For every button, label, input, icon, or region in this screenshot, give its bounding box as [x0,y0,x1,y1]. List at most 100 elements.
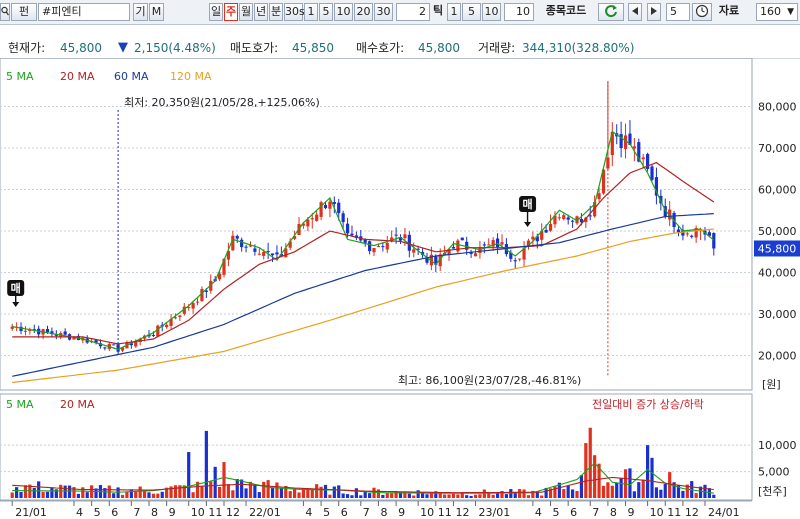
signal-marker-arrowhead [12,302,20,307]
minute-30-button[interactable]: 30 [374,3,393,21]
candle-body [240,239,244,248]
candle-body [646,153,650,169]
candle-body [301,223,306,226]
candle-body [385,242,389,250]
clock-icon[interactable] [692,3,712,21]
candle-body [173,317,178,319]
volume-bar [240,479,244,498]
candle-body [416,248,420,250]
volume-bar [288,491,292,498]
candle-body [579,218,584,223]
triangle-right-icon[interactable] [647,3,661,21]
m-button[interactable]: M [149,3,164,21]
refresh-icon[interactable] [598,3,624,21]
volume-bar [601,485,606,498]
candle-body [535,236,539,242]
volume-tick-label: 5,000 [758,466,790,479]
candle-body [637,142,641,162]
candle-body [372,247,376,253]
candle-body [341,213,345,223]
candle-body [562,215,566,219]
candle-body [328,201,332,209]
volume-bar [138,486,142,498]
minute-5-button[interactable]: 5 [319,3,333,21]
legend-ma120: 120 MA [170,70,212,83]
search-icon[interactable] [0,3,10,21]
price-plot-frame [0,58,753,391]
signal-marker-label: 매 [522,197,532,211]
current-price-value: 45,800 [60,41,102,55]
data-count-select[interactable]: 160 ▼ [756,3,798,21]
step-value-input[interactable]: 5 [666,3,690,21]
candle-body [712,233,716,249]
volume-bar [650,457,654,498]
candle-body [676,229,681,233]
x-tick-label: 23/01 [479,506,511,519]
x-tick-label: 5 [553,506,560,519]
volume-bar [495,492,500,498]
volume-bar [473,494,478,498]
candle-body [407,234,411,251]
price-tick-label: 80,000 [758,101,797,114]
tick-value-input[interactable]: 10 [504,3,534,21]
candle-body [403,234,407,239]
bid-price-value: 45,800 [418,41,460,55]
tick-10-button[interactable]: 10 [482,3,501,21]
volume-bar [390,493,394,498]
candle-body [628,133,632,145]
volume-bar [685,484,689,498]
volume-bar [85,492,89,498]
period-week-button[interactable]: 주 [224,3,238,21]
volume-bar [398,491,403,498]
period-minute-button[interactable]: 분 [269,3,283,21]
x-tick-label: 11 [438,506,452,519]
volume-bar [310,489,314,498]
volume-bar [275,482,279,498]
minute-10-button[interactable]: 10 [334,3,353,21]
volume-bar [637,482,641,498]
tick-1-button[interactable]: 1 [447,3,461,21]
period-30s-button[interactable]: 30s [284,3,305,21]
period-day-button[interactable]: 일 [209,3,223,21]
x-tick-label: 6 [570,506,577,519]
x-tick-label: 9 [628,506,635,519]
x-tick-label: 22/01 [249,506,281,519]
candle-body [434,256,438,265]
candle-body [134,341,138,347]
tick-5-button[interactable]: 5 [462,3,481,21]
volume-bar [160,491,164,498]
vol-legend-ma5: 5 MA [6,398,34,411]
price-ma-legend: 5 MA 20 MA 60 MA 120 MA [6,70,212,83]
n-value-input[interactable]: 2 [396,3,430,21]
candle-body [641,157,645,160]
period-month-button[interactable]: 월 [239,3,253,21]
gi-button[interactable]: 기 [133,3,148,21]
candle-body [368,241,372,252]
volume-bar [548,488,553,498]
mode-button[interactable]: 펀 [11,3,37,21]
volume-bar [200,486,204,498]
x-tick-label: 9 [398,506,405,519]
period-year-button[interactable]: 년 [254,3,268,21]
lowest-price-annotation: 최저: 20,350원(21/05/28,+125.06%) [124,96,320,109]
x-tick-label: 10 [191,506,205,519]
volume-bar [381,494,385,498]
candle-body [456,240,460,252]
volume-bar [32,487,36,498]
x-tick-label: 6 [111,506,118,519]
minute-1-button[interactable]: 1 [304,3,318,21]
volume-bar [606,482,610,498]
triangle-left-icon[interactable] [628,3,642,21]
volume-bar [416,490,420,498]
candle-body [187,307,191,309]
volume-bar [694,493,698,498]
volume-bar [403,492,407,498]
price-volume-chart: 5 MA 20 MA 60 MA 120 MA 최저: 20,350원(21/0… [0,58,800,519]
minute-20-button[interactable]: 20 [354,3,373,21]
volume-bar [323,484,328,498]
stock-code-input[interactable]: #피엔티 [38,3,130,21]
candle-body [235,235,239,239]
candle-body [337,202,341,214]
candle-body [553,215,557,225]
price-ma20-line [12,161,715,345]
